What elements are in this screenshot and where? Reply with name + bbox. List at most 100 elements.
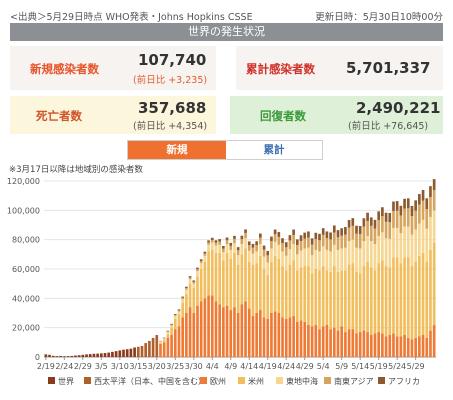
bar-segment-africa	[369, 217, 373, 226]
bar-segment-se_asia	[277, 236, 281, 245]
bar-segment-americas	[262, 269, 266, 318]
bar-segment-east_med	[329, 251, 332, 272]
legend-swatch	[200, 377, 207, 384]
y-tick-label: 0	[35, 353, 40, 362]
bar-segment-east_med	[344, 247, 347, 271]
legend-label: 南東アジア	[334, 377, 374, 386]
bar-world	[118, 350, 122, 357]
bar-segment-se_asia	[403, 208, 406, 227]
bar-segment-africa	[321, 228, 325, 235]
bar-segment-americas	[395, 257, 399, 337]
bar-segment-europe	[240, 304, 244, 357]
bar-segment-east_med	[429, 216, 432, 250]
bar-segment-se_asia	[295, 244, 299, 255]
bar-segment-se_asia	[162, 338, 166, 339]
bar-segment-africa	[414, 200, 417, 211]
bar-segment-se_asia	[381, 216, 384, 233]
bar-segment-se_asia	[384, 221, 388, 239]
bar-segment-americas	[299, 267, 303, 321]
bar-segment-se_asia	[170, 324, 173, 326]
bar-segment-africa	[344, 227, 347, 235]
bar-segment-se_asia	[270, 241, 273, 249]
bar-segment-se_asia	[355, 233, 358, 248]
bar-segment-africa	[225, 237, 229, 241]
recovered-label: 回復者数	[260, 109, 306, 123]
legend-label: アフリカ	[388, 377, 420, 386]
bar-segment-americas	[185, 293, 188, 313]
bar-segment-se_asia	[173, 314, 177, 316]
bar-world	[66, 356, 70, 357]
bar-segment-east_med	[399, 233, 403, 264]
bar-segment-europe	[392, 333, 395, 357]
bar-segment-east_med	[177, 311, 181, 315]
bar-segment-europe	[358, 332, 362, 357]
bar-segment-americas	[229, 258, 233, 311]
bar-segment-east_med	[281, 251, 284, 267]
bar-segment-africa	[281, 238, 284, 244]
bar-segment-americas	[233, 252, 236, 308]
y-tick-label: 60,000	[12, 265, 40, 274]
bar-segment-americas	[406, 257, 410, 338]
bar-segment-east_med	[203, 255, 207, 262]
bar-segment-europe	[181, 317, 185, 357]
bar-segment-europe	[321, 326, 325, 357]
bar-segment-east_med	[225, 244, 229, 253]
bar-segment-africa	[307, 231, 310, 238]
bar-segment-se_asia	[233, 238, 236, 244]
bar-segment-se_asia	[281, 243, 284, 252]
x-tick-label: 2/19	[37, 362, 55, 371]
bar-segment-east_med	[351, 239, 355, 264]
bar-segment-africa	[358, 226, 362, 235]
bar-segment-europe	[281, 317, 284, 357]
bar-segment-americas	[344, 270, 347, 333]
bar-segment-se_asia	[325, 238, 329, 250]
bar-segment-americas	[340, 270, 344, 327]
bar-segment-se_asia	[369, 225, 373, 242]
bar-segment-americas	[347, 264, 351, 330]
bar-segment-americas	[392, 257, 395, 334]
bar-segment-se_asia	[303, 238, 307, 249]
bar-segment-east_med	[377, 236, 381, 264]
bar-segment-east_med	[244, 238, 247, 249]
bar-world	[70, 355, 74, 357]
bar-segment-americas	[355, 271, 358, 334]
bar-segment-americas	[281, 266, 284, 318]
bar-segment-east_med	[425, 228, 429, 262]
tab-new[interactable]: 新規	[128, 141, 226, 159]
bar-segment-se_asia	[284, 247, 288, 256]
bar-segment-europe	[336, 330, 340, 357]
x-tick-label: 3/25	[166, 362, 184, 371]
bar-segment-americas	[425, 261, 429, 338]
bar-segment-east_med	[336, 249, 340, 272]
bar-segment-americas	[362, 266, 366, 331]
bar-world	[81, 354, 85, 357]
bar-segment-east_med	[295, 254, 299, 271]
bar-segment-europe	[310, 326, 314, 357]
bar-segment-europe	[295, 321, 299, 357]
bar-segment-se_asia	[395, 210, 399, 228]
bar-world	[144, 343, 148, 357]
bar-segment-africa	[203, 251, 207, 254]
bar-segment-americas	[251, 264, 255, 316]
bar-segment-east_med	[321, 246, 325, 267]
tab-cumulative[interactable]: 累計	[263, 144, 285, 156]
x-tick-label: 2/24	[55, 362, 73, 371]
bar-segment-africa	[310, 238, 314, 245]
bar-segment-africa	[185, 286, 188, 289]
chart-mode-tabs: 新規 累計	[127, 140, 323, 160]
bar-segment-se_asia	[373, 228, 377, 245]
bar-segment-europe	[262, 317, 266, 357]
bar-segment-europe	[162, 342, 166, 357]
bar-segment-europe	[406, 337, 410, 357]
bar-segment-americas	[170, 327, 173, 335]
bar-segment-se_asia	[207, 242, 210, 245]
bar-segment-europe	[207, 295, 210, 357]
x-tick-label: 4/4	[206, 362, 219, 371]
bar-segment-americas	[384, 266, 388, 337]
bar-segment-americas	[314, 269, 318, 325]
y-tick-label: 80,000	[12, 236, 40, 245]
bar-segment-americas	[255, 263, 258, 313]
legend-label: 東地中海	[286, 377, 318, 386]
bar-segment-se_asia	[188, 277, 192, 280]
bar-segment-europe	[418, 336, 421, 357]
